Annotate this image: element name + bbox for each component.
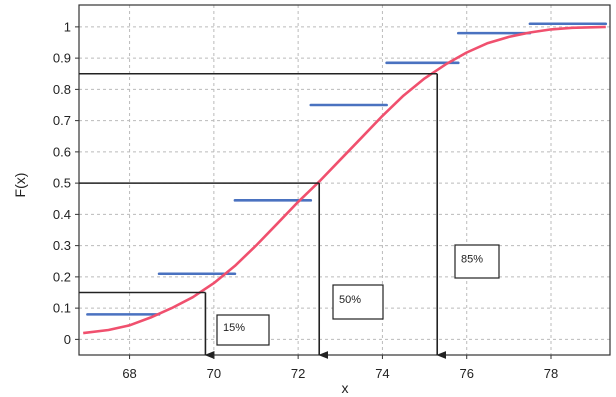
cdf-curve-layer	[83, 25, 606, 335]
x-axis-ticks: 68 70 72 74 76 78	[122, 355, 558, 381]
y-tick-label: 0.8	[53, 82, 71, 97]
y-tick-label: 0.6	[53, 144, 71, 159]
grid	[79, 5, 610, 355]
y-tick-label: 0.5	[53, 176, 71, 191]
y-tick-label: 0.3	[53, 238, 71, 253]
y-tick-label: 0.9	[53, 51, 71, 66]
percentile-label: 50%	[339, 294, 361, 306]
percentile-box	[454, 244, 500, 279]
x-tick-label: 72	[291, 366, 305, 381]
x-tick-label: 74	[375, 366, 389, 381]
y-tick-label: 1	[64, 19, 71, 34]
y-tick-label: 0	[64, 332, 71, 347]
y-tick-label: 0.2	[53, 269, 71, 284]
percentile-box	[332, 284, 384, 320]
percentile-label: 15%	[223, 322, 245, 334]
x-tick-label: 68	[122, 366, 136, 381]
percentile-guides: 15% 50% 85%	[79, 72, 500, 359]
y-axis-title: F(x)	[12, 173, 28, 198]
x-tick-label: 78	[544, 366, 558, 381]
cdf-curve	[83, 25, 606, 335]
x-axis-title: x	[342, 380, 349, 396]
plot-frame	[78, 4, 611, 356]
y-tick-label: 0.4	[53, 207, 71, 222]
percentile-box	[216, 314, 270, 346]
x-tick-label: 70	[207, 366, 221, 381]
y-tick-label: 0.7	[53, 113, 71, 128]
x-tick-label: 76	[459, 366, 473, 381]
y-axis-ticks: 0 0.1 0.2 0.3 0.4 0.5 0.6 0.7 0.8 0.9 1	[53, 19, 79, 347]
y-tick-label: 0.1	[53, 301, 71, 316]
percentile-label: 85%	[461, 254, 483, 266]
